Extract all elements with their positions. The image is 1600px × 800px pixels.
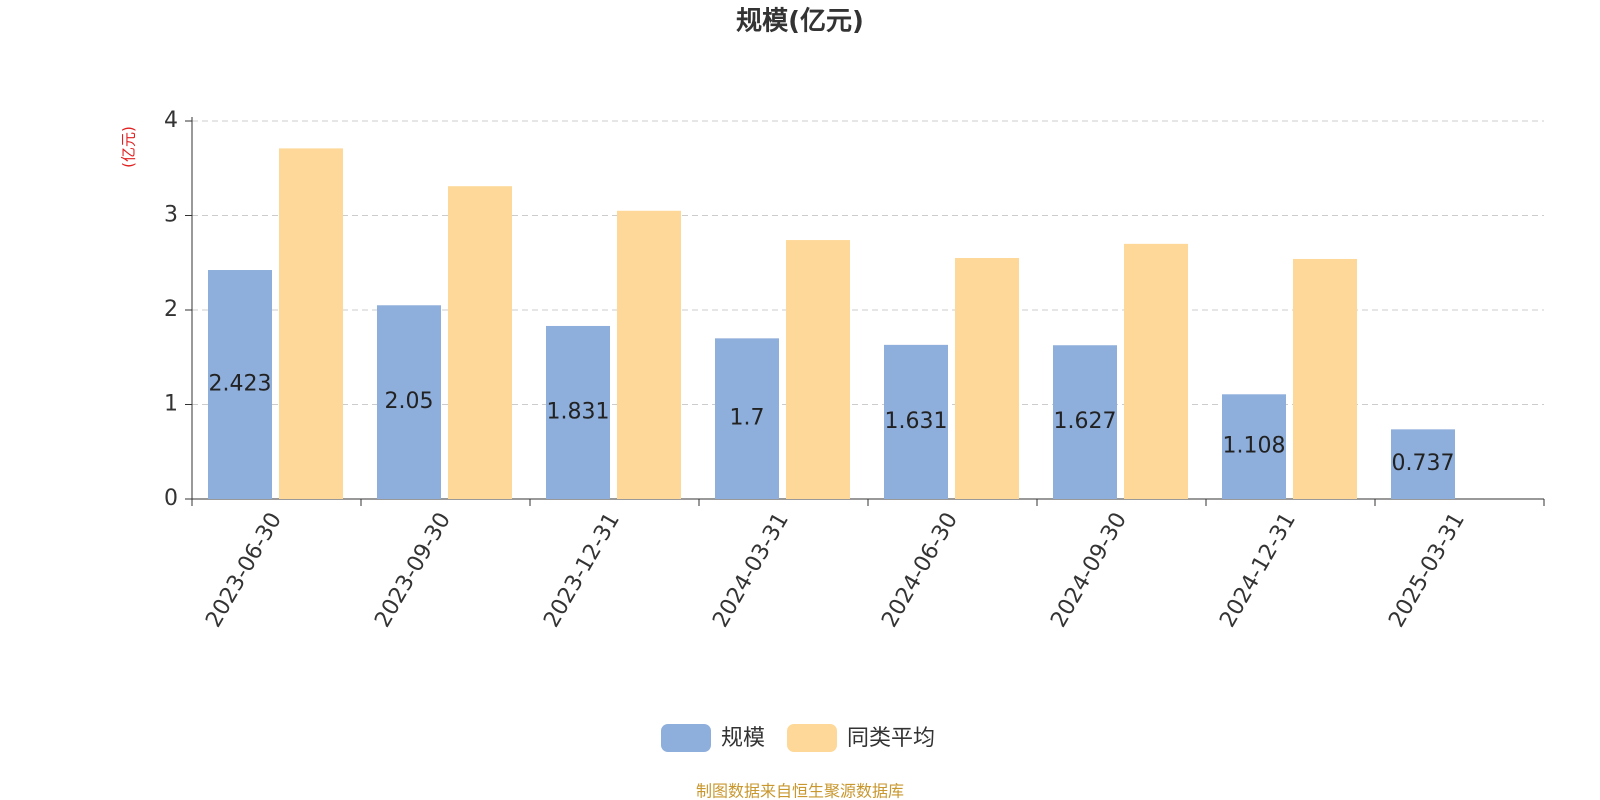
y-tick-label: 2 <box>164 297 178 322</box>
x-tick-label: 2024-09-30 <box>1046 509 1132 632</box>
legend-swatch <box>661 724 711 752</box>
bar <box>546 325 610 499</box>
source-note: 制图数据来自恒生聚源数据库 <box>696 782 904 800</box>
value-label: 1.7 <box>730 406 765 431</box>
bar <box>617 210 681 499</box>
x-tick-label: 2023-09-30 <box>370 509 456 632</box>
bar <box>1053 345 1117 499</box>
bar <box>1391 429 1455 499</box>
bar <box>279 148 343 499</box>
value-label: 2.423 <box>209 372 272 397</box>
chart-title: 规模(亿元) <box>736 7 864 37</box>
bar <box>1293 258 1357 499</box>
bar <box>715 338 779 499</box>
value-label: 1.108 <box>1223 434 1286 459</box>
y-axis-label: (亿元) <box>120 126 138 168</box>
value-label: 2.05 <box>385 389 434 414</box>
bar <box>884 344 948 499</box>
bar <box>1124 243 1188 499</box>
value-label: 1.631 <box>885 409 948 434</box>
bar <box>208 270 272 499</box>
x-tick-label: 2023-06-30 <box>201 509 287 632</box>
value-label: 1.627 <box>1054 409 1117 434</box>
legend-label: 规模 <box>721 726 765 751</box>
bar <box>448 186 512 499</box>
value-label: 1.831 <box>547 399 610 424</box>
bar <box>377 305 441 499</box>
x-tick-label: 2024-06-30 <box>877 509 963 632</box>
bar <box>955 258 1019 499</box>
bar <box>786 240 850 499</box>
legend-label: 同类平均 <box>847 726 935 751</box>
y-tick-label: 0 <box>164 486 178 511</box>
value-label: 0.737 <box>1392 451 1455 476</box>
y-tick-label: 1 <box>164 392 178 417</box>
x-tick-label: 2024-03-31 <box>708 509 794 632</box>
y-tick-label: 4 <box>164 108 178 133</box>
x-tick-label: 2024-12-31 <box>1215 509 1301 632</box>
x-tick-label: 2025-03-31 <box>1384 509 1470 632</box>
y-tick-label: 3 <box>164 203 178 228</box>
legend-swatch <box>787 724 838 752</box>
bar <box>1222 394 1286 499</box>
x-tick-label: 2023-12-31 <box>539 509 625 632</box>
